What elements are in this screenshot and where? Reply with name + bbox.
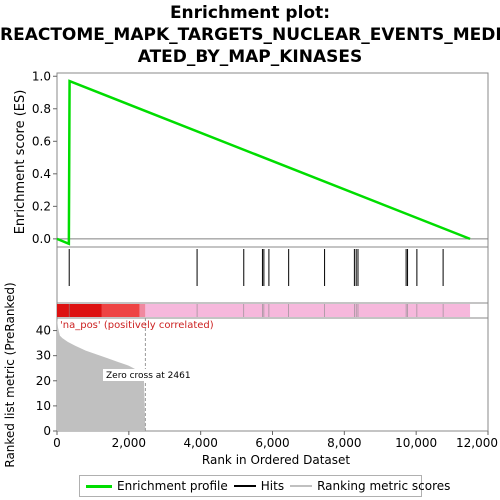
color-bar-segment <box>145 304 470 317</box>
x-tick-label: 6,000 <box>255 436 289 450</box>
legend: Enrichment profile Hits Ranking metric s… <box>79 475 422 497</box>
metric-y-tick-label: 20 <box>36 374 51 388</box>
hits-panel <box>57 247 488 303</box>
x-tick-label: 10,000 <box>395 436 437 450</box>
legend-item-ranking-metric: Ranking metric scores <box>290 479 450 493</box>
es-y-axis: 0.0 0.2 0.4 0.6 0.8 1.0 <box>32 69 57 246</box>
metric-y-tick-label: 0 <box>43 424 51 438</box>
x-tick-label: 4,000 <box>183 436 217 450</box>
es-y-tick-label: 0.0 <box>32 232 51 246</box>
ranking-metric-swatch-icon <box>290 485 312 487</box>
zero-cross-label: Zero cross at 2461 <box>106 371 191 381</box>
es-y-tick-label: 0.6 <box>32 134 51 148</box>
color-bar-segment <box>140 304 146 317</box>
legend-label: Hits <box>261 479 284 493</box>
legend-label: Enrichment profile <box>117 479 228 493</box>
color-bar-segment <box>102 304 140 317</box>
metric-y-axis-label: Ranked list metric (PreRanked) <box>3 282 17 467</box>
metric-y-tick-label: 40 <box>36 324 51 338</box>
es-y-tick-label: 0.2 <box>32 199 51 213</box>
x-tick-label: 12,000 <box>456 436 498 450</box>
es-y-axis-label: Enrichment score (ES) <box>13 90 28 235</box>
rank-color-bar <box>57 304 470 317</box>
metric-y-axis: 0 10 20 30 40 <box>36 324 57 438</box>
x-tick-label: 8,000 <box>327 436 361 450</box>
metric-y-tick-label: 30 <box>36 349 51 363</box>
enrichment-profile-swatch-icon <box>86 485 112 488</box>
legend-label: Ranking metric scores <box>317 479 450 493</box>
enrichment-chart: 0.0 0.2 0.4 0.6 0.8 1.0 Enrichment score (ES)… <box>0 0 500 475</box>
es-y-tick-label: 0.8 <box>32 102 51 116</box>
es-y-tick-label: 0.4 <box>32 167 51 181</box>
hits-swatch-icon <box>234 485 256 487</box>
metric-x-axis: 0 2,000 4,000 6,000 8,000 10,000 12,000 <box>53 431 498 450</box>
legend-item-hits: Hits <box>234 479 284 493</box>
color-bar-segment <box>57 304 102 317</box>
x-axis-label: Rank in Ordered Dataset <box>202 453 350 467</box>
x-tick-label: 2,000 <box>112 436 146 450</box>
legend-item-enrichment-profile: Enrichment profile <box>86 479 228 493</box>
positive-correlation-label: 'na_pos' (positively correlated) <box>60 320 214 331</box>
x-tick-label: 0 <box>53 436 61 450</box>
es-y-tick-label: 1.0 <box>32 69 51 83</box>
metric-y-tick-label: 10 <box>36 399 51 413</box>
